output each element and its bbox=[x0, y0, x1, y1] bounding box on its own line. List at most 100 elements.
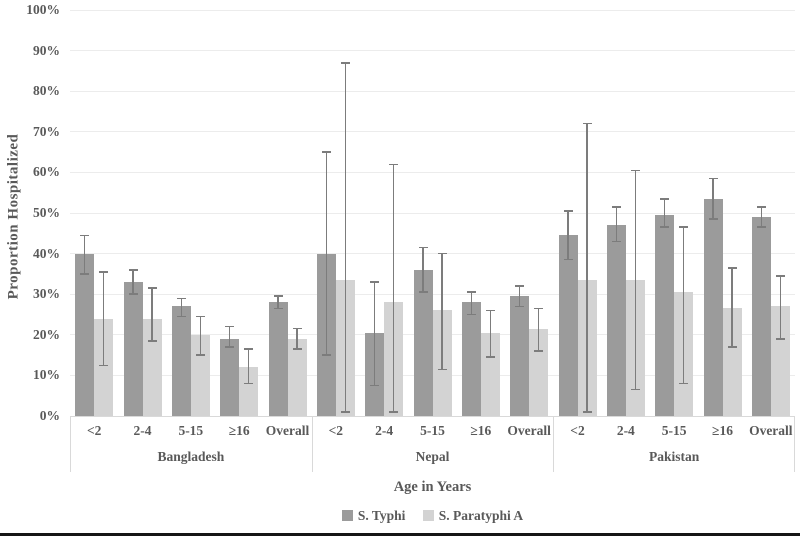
error-bar-stem bbox=[567, 210, 569, 260]
error-bar-cap-top bbox=[708, 177, 718, 180]
gridline-60 bbox=[70, 171, 795, 173]
gridline-30 bbox=[70, 293, 795, 295]
error-bar-cap-bottom bbox=[321, 354, 331, 356]
error-bar-cap-bottom bbox=[437, 368, 447, 371]
legend-entry-s-paratyphi-a: S. Paratyphi A bbox=[422, 508, 524, 524]
gridline-90 bbox=[70, 50, 795, 52]
error-bar-stem bbox=[422, 247, 424, 293]
error-bar-stem bbox=[373, 282, 376, 386]
error-bar-cap-bottom bbox=[128, 293, 138, 295]
error-bar-cap-bottom bbox=[292, 348, 302, 350]
error-bar-cap-bottom bbox=[582, 411, 592, 413]
bar-pakistan-1-typhi bbox=[606, 225, 626, 416]
error-bar-stem bbox=[586, 123, 588, 412]
x-axis-category-band: <2 2-4 5-15 ≥16 Overall Bangladesh <2 2-4 5-15 ≥1… bbox=[70, 416, 795, 472]
bar-bangladesh-4-typhi bbox=[268, 302, 288, 416]
error-bar-cap-bottom bbox=[775, 338, 785, 340]
error-bar-cap-top bbox=[99, 271, 109, 273]
error-bar-cap-top bbox=[515, 285, 525, 287]
category-label-bangladesh-3: ≥16 bbox=[228, 423, 250, 438]
error-bar-cap-bottom bbox=[195, 354, 205, 356]
category-label-pakistan-4: Overall bbox=[749, 423, 793, 438]
bar-pakistan-3-paratyphi bbox=[722, 308, 742, 416]
error-bar-cap-bottom bbox=[80, 273, 90, 275]
error-bar-cap-top bbox=[147, 287, 157, 289]
bar-nepal-4-paratyphi bbox=[529, 328, 549, 416]
group-label-nepal: Nepal bbox=[415, 449, 450, 464]
error-bar-cap-top bbox=[611, 206, 621, 208]
category-label-pakistan-1: 2-4 bbox=[616, 423, 635, 438]
error-bar-cap-top bbox=[225, 325, 235, 328]
gridline-50 bbox=[70, 212, 795, 214]
error-bar-stem bbox=[682, 227, 685, 384]
error-bar-cap-top bbox=[418, 246, 428, 249]
error-bar-stem bbox=[615, 206, 618, 242]
error-bar-stem bbox=[277, 296, 279, 309]
category-label-pakistan-0: <2 bbox=[570, 423, 585, 438]
y-tick-label-90: 90% bbox=[33, 42, 60, 58]
error-bar-cap-bottom bbox=[708, 218, 718, 220]
error-bar-cap-top bbox=[292, 327, 302, 330]
group-separator bbox=[311, 417, 313, 472]
error-bar-stem bbox=[228, 326, 231, 347]
error-bar-stem bbox=[537, 308, 540, 352]
gridline-80 bbox=[70, 90, 795, 92]
error-bar-cap-top bbox=[389, 163, 399, 166]
figure-bottom-border bbox=[0, 533, 800, 536]
bar-bangladesh-3-paratyphi bbox=[239, 367, 259, 416]
error-bar-cap-top bbox=[128, 269, 138, 271]
error-bar-cap-bottom bbox=[370, 384, 380, 387]
legend: S. Typhi S. Paratyphi A bbox=[70, 508, 795, 524]
y-tick-label-10: 10% bbox=[33, 367, 60, 383]
error-bar-stem bbox=[344, 62, 347, 412]
error-bar-cap-top bbox=[679, 226, 689, 228]
error-bar-cap-top bbox=[660, 198, 670, 200]
error-bar-cap-bottom bbox=[418, 291, 428, 293]
error-bar-cap-top bbox=[775, 275, 785, 277]
error-bar-cap-bottom bbox=[466, 313, 476, 316]
plot-area bbox=[70, 9, 795, 416]
error-bar-stem bbox=[180, 298, 183, 317]
error-bar-stem bbox=[199, 316, 202, 356]
error-bar-stem bbox=[489, 310, 492, 358]
legend-swatch-s-paratyphi-a bbox=[422, 510, 434, 521]
bar-bangladesh-2-paratyphi bbox=[190, 334, 210, 416]
error-bar-cap-bottom bbox=[563, 258, 573, 261]
error-bar-cap-top bbox=[437, 252, 447, 255]
error-bar-cap-bottom bbox=[244, 382, 254, 385]
bar-pakistan-4-paratyphi bbox=[770, 306, 790, 416]
error-bar-cap-top bbox=[370, 281, 380, 283]
y-tick-label-20: 20% bbox=[33, 326, 60, 342]
category-label-bangladesh-2: 5-15 bbox=[178, 423, 204, 438]
error-bar-stem bbox=[296, 328, 298, 349]
group-separator bbox=[794, 417, 795, 472]
bar-bangladesh-3-typhi bbox=[220, 338, 240, 416]
bar-bangladesh-1-typhi bbox=[123, 282, 143, 416]
error-bar-cap-top bbox=[485, 309, 495, 312]
bar-pakistan-2-typhi bbox=[655, 215, 675, 416]
error-bar-cap-bottom bbox=[756, 226, 766, 228]
error-bar-stem bbox=[151, 288, 153, 341]
gridline-40 bbox=[70, 253, 795, 255]
legend-label-s-paratyphi-a: S. Paratyphi A bbox=[438, 508, 524, 523]
category-label-pakistan-3: ≥16 bbox=[712, 423, 733, 438]
error-bar-cap-top bbox=[563, 210, 573, 212]
error-bar-cap-bottom bbox=[630, 388, 640, 391]
y-tick-label-70: 70% bbox=[33, 123, 60, 139]
group-separator bbox=[553, 417, 555, 472]
error-bar-cap-bottom bbox=[485, 356, 495, 358]
error-bar-cap-bottom bbox=[515, 305, 525, 308]
bar-pakistan-4-typhi bbox=[751, 217, 771, 416]
error-bar-cap-top bbox=[340, 62, 350, 64]
error-bar-cap-top bbox=[176, 297, 186, 299]
bar-nepal-4-typhi bbox=[510, 296, 530, 416]
error-bar-stem bbox=[760, 206, 763, 228]
category-label-bangladesh-4: Overall bbox=[265, 423, 310, 438]
error-bar-cap-bottom bbox=[679, 382, 689, 385]
error-bar-cap-bottom bbox=[176, 315, 186, 318]
category-label-nepal-4: Overall bbox=[507, 423, 551, 438]
error-bar-cap-bottom bbox=[611, 240, 621, 243]
bar-nepal-3-paratyphi bbox=[480, 332, 500, 416]
error-bar-cap-bottom bbox=[534, 350, 544, 352]
error-bar-cap-top bbox=[630, 169, 640, 172]
